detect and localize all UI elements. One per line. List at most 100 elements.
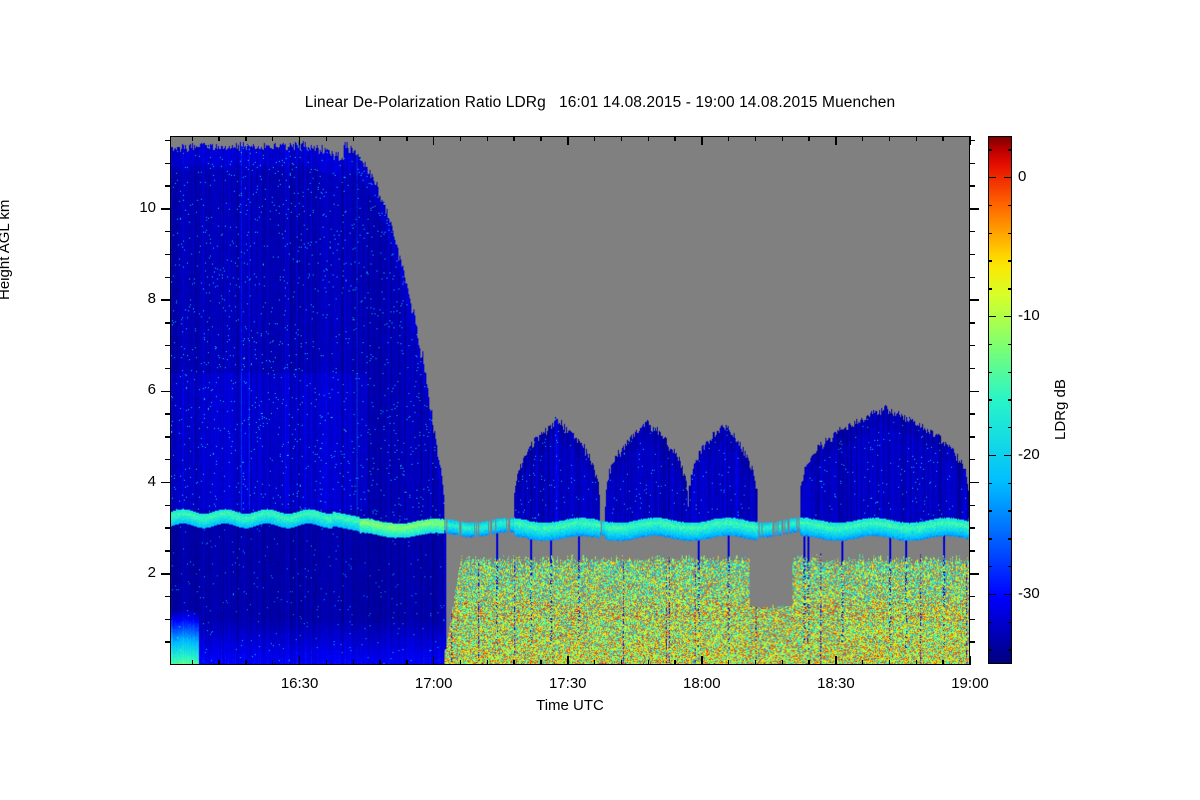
- y-minor-tick: [970, 253, 975, 256]
- x-minor-tick: [647, 660, 649, 665]
- x-tick-mark: [566, 136, 569, 145]
- colorbar-minor-tick: [1008, 232, 1012, 234]
- y-tick-label: 8: [147, 290, 156, 308]
- colorbar-tick-mark: [988, 454, 996, 457]
- x-minor-tick: [781, 136, 783, 141]
- y-minor-tick: [970, 322, 975, 324]
- y-minor-tick: [970, 504, 975, 507]
- x-minor-tick: [406, 136, 408, 141]
- x-minor-tick: [245, 136, 247, 141]
- x-minor-tick: [352, 136, 354, 141]
- x-minor-tick: [325, 136, 328, 141]
- y-minor-tick: [165, 550, 170, 552]
- y-tick-label: 10: [139, 198, 156, 216]
- page-title: Linear De-Polarization Ratio LDRg 16:01 …: [304, 94, 896, 111]
- x-minor-tick: [191, 660, 194, 665]
- x-tick-label: 18:00: [683, 675, 721, 692]
- y-minor-tick: [165, 185, 170, 187]
- x-minor-tick: [459, 136, 462, 141]
- x-minor-tick: [459, 660, 462, 665]
- colorbar-title: LDRg dB: [1052, 379, 1069, 440]
- colorbar-minor-tick: [988, 427, 992, 429]
- x-minor-tick: [727, 136, 730, 141]
- colorbar-minor-tick: [1008, 482, 1012, 485]
- x-minor-tick: [379, 136, 381, 141]
- colorbar-minor-tick: [988, 510, 992, 512]
- y-minor-tick: [165, 345, 170, 347]
- colorbar-minor-tick: [1008, 510, 1012, 512]
- y-minor-tick: [970, 436, 975, 438]
- y-axis-label: Height AGL km: [0, 199, 13, 300]
- x-tick-label: 17:30: [548, 675, 587, 692]
- x-minor-tick: [781, 660, 783, 665]
- y-tick-mark: [161, 299, 170, 301]
- colorbar-tick-mark: [988, 315, 996, 318]
- x-tick-mark: [432, 656, 435, 665]
- x-minor-tick: [379, 660, 381, 665]
- x-minor-tick: [540, 136, 542, 141]
- colorbar-minor-tick: [1008, 288, 1012, 290]
- x-tick-label: 18:30: [817, 675, 855, 692]
- y-tick-label: 4: [147, 472, 156, 490]
- colorbar-minor-tick: [988, 232, 992, 234]
- colorbar-minor-tick: [988, 371, 992, 373]
- x-minor-tick: [540, 660, 542, 665]
- y-minor-tick: [970, 139, 975, 142]
- y-tick-mark: [161, 390, 170, 393]
- y-minor-tick: [165, 276, 170, 279]
- x-minor-tick: [942, 136, 944, 141]
- y-minor-tick: [970, 276, 975, 279]
- y-minor-tick: [970, 459, 975, 461]
- colorbar-minor-tick: [988, 149, 992, 151]
- x-minor-tick: [754, 136, 757, 141]
- y-tick-mark: [161, 208, 170, 210]
- y-minor-tick: [165, 504, 170, 507]
- colorbar-tick-mark: [1004, 454, 1012, 457]
- y-tick-mark: [161, 481, 170, 484]
- x-tick-mark: [969, 136, 971, 145]
- x-minor-tick: [620, 660, 623, 665]
- colorbar-tick-label: -10: [1018, 306, 1040, 324]
- y-minor-tick: [165, 162, 170, 165]
- colorbar-minor-tick: [1008, 204, 1012, 207]
- x-minor-tick: [218, 660, 220, 665]
- x-minor-tick: [218, 136, 220, 141]
- y-minor-tick: [970, 595, 975, 598]
- x-minor-tick: [245, 660, 247, 665]
- colorbar-minor-tick: [988, 621, 992, 623]
- x-minor-tick: [862, 136, 864, 141]
- x-minor-tick: [191, 136, 194, 141]
- x-minor-tick: [862, 660, 864, 665]
- y-minor-tick: [970, 367, 975, 370]
- colorbar-tick-mark: [1004, 315, 1012, 318]
- colorbar-minor-tick: [1008, 260, 1012, 262]
- heatmap-canvas: [171, 137, 969, 664]
- x-minor-tick: [352, 660, 354, 665]
- y-tick-mark: [970, 390, 979, 393]
- x-minor-tick: [674, 136, 676, 141]
- y-minor-tick: [165, 618, 170, 621]
- y-minor-tick: [165, 459, 170, 461]
- x-minor-tick: [272, 660, 274, 665]
- x-minor-tick: [915, 660, 918, 665]
- colorbar-tick-label: -20: [1018, 445, 1040, 463]
- x-minor-tick: [593, 660, 596, 665]
- colorbar-tick-mark: [988, 176, 996, 179]
- y-minor-tick: [970, 641, 975, 643]
- x-tick-mark: [432, 136, 435, 145]
- y-tick-mark: [970, 481, 979, 484]
- y-minor-tick: [970, 231, 975, 233]
- x-minor-tick: [888, 660, 891, 665]
- y-minor-tick: [165, 367, 170, 370]
- colorbar-minor-tick: [1008, 371, 1012, 373]
- y-minor-tick: [165, 436, 170, 438]
- colorbar-minor-tick: [988, 482, 992, 485]
- y-minor-tick: [165, 231, 170, 233]
- colorbar-minor-tick: [988, 538, 992, 540]
- y-tick-label: 2: [147, 563, 156, 581]
- colorbar-tick-label: 0: [1018, 167, 1027, 185]
- x-minor-tick: [620, 136, 623, 141]
- x-tick-mark: [298, 656, 301, 665]
- colorbar-minor-tick: [1008, 621, 1012, 623]
- x-minor-tick: [406, 660, 408, 665]
